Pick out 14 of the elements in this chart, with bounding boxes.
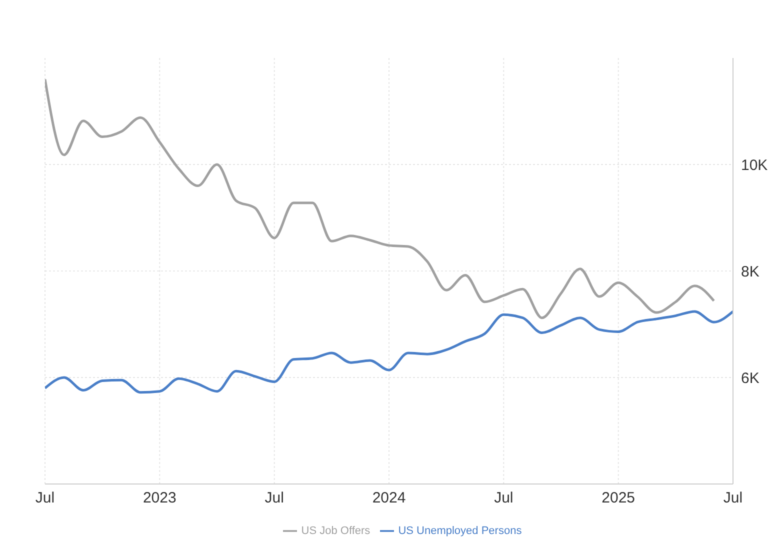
x-tick-label: Jul [264,490,284,507]
x-tick-label: 2024 [372,490,406,507]
line-series [45,78,716,320]
y-tick-label: 6K [741,370,760,387]
x-tick-label: Jul [723,490,743,507]
line-series [45,310,733,394]
x-tick-label: Jul [494,490,514,507]
legend-label: US Unemployed Persons [398,524,522,537]
x-tick-label: Jul [35,490,55,507]
x-tick-label: 2025 [602,490,636,507]
legend-label: US Job Offers [301,524,370,537]
y-tick-label: 10K [741,156,768,174]
x-tick-label: 2023 [142,490,176,507]
y-tick-label: 8K [741,263,760,280]
